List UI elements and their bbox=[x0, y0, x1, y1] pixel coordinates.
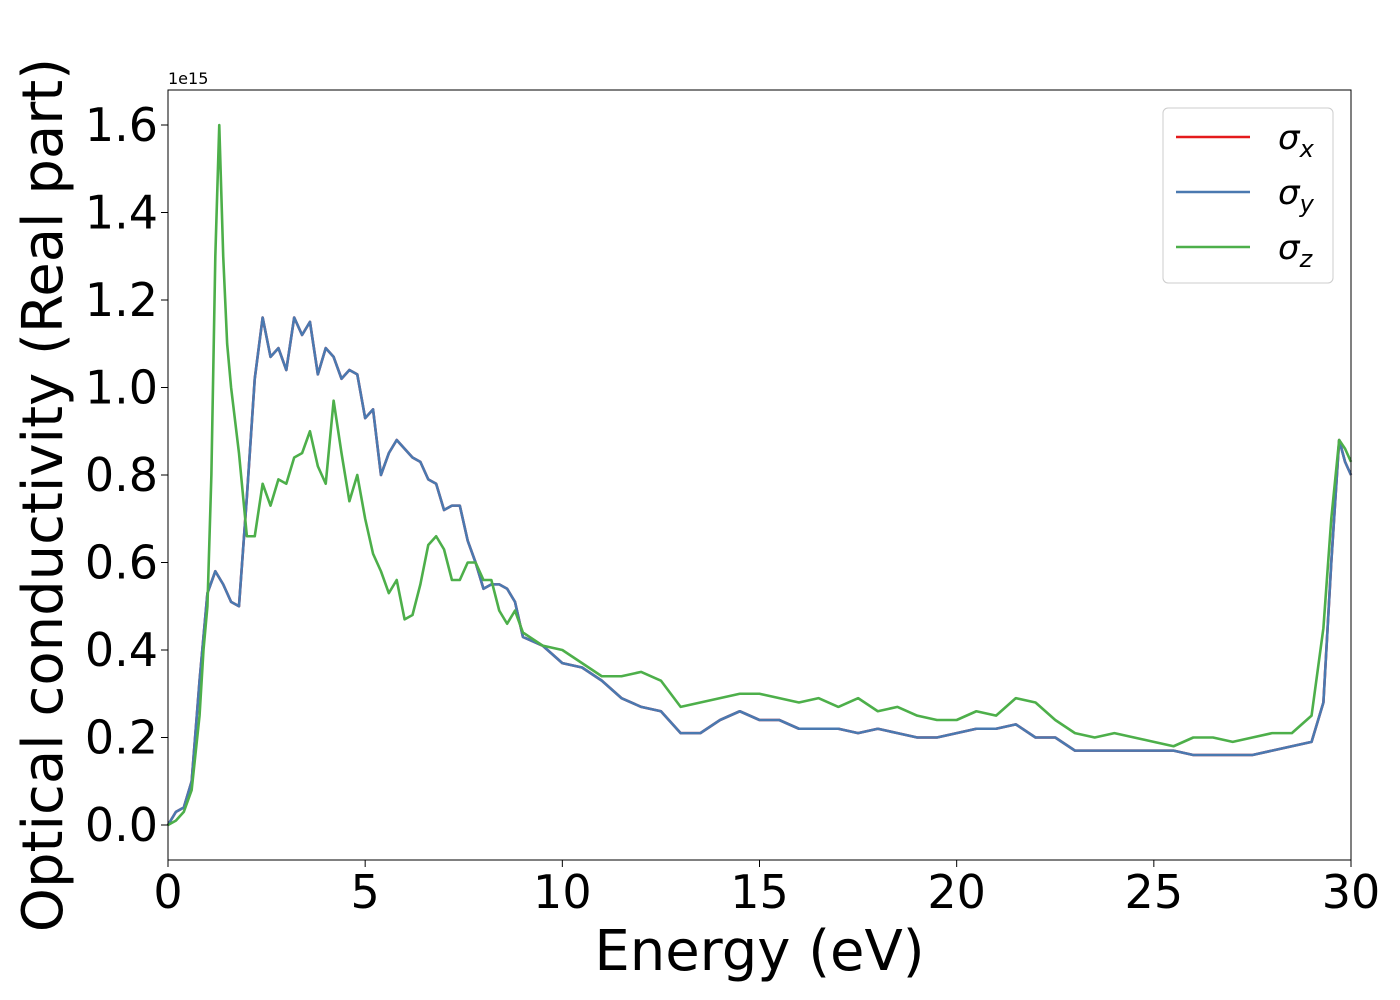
x-tick-label: 10 bbox=[533, 865, 592, 919]
y-tick-label: 0.8 bbox=[85, 448, 158, 502]
series-line-z bbox=[167, 123, 1353, 827]
y-tick-label: 1.4 bbox=[85, 186, 158, 240]
x-axis: 0 5 10 15 20 25 30 bbox=[153, 860, 1380, 919]
series-line-y bbox=[166, 316, 1353, 826]
x-axis-label: Energy (eV) bbox=[594, 919, 924, 984]
y-offset-label: 1e15 bbox=[168, 69, 208, 88]
y-tick-label: 1.0 bbox=[85, 361, 158, 415]
y-tick-label: 0.0 bbox=[85, 798, 158, 852]
x-tick-label: 15 bbox=[730, 865, 789, 919]
x-tick-label: 5 bbox=[351, 865, 380, 919]
y-tick-label: 1.2 bbox=[85, 273, 158, 327]
plot-lines bbox=[166, 123, 1353, 827]
y-tick-label: 0.2 bbox=[85, 711, 158, 765]
y-tick-label: 0.4 bbox=[85, 623, 158, 677]
legend-box bbox=[1162, 107, 1334, 284]
y-tick-label: 0.6 bbox=[85, 536, 158, 590]
plot-frame bbox=[167, 89, 1352, 861]
x-tick-label: 0 bbox=[153, 865, 182, 919]
x-tick-label: 30 bbox=[1322, 865, 1381, 919]
y-tick-label: 1.6 bbox=[85, 98, 158, 152]
series-line-x bbox=[166, 316, 1353, 826]
x-tick-label: 20 bbox=[927, 865, 986, 919]
y-axis-label: Optical conductivity (Real part) bbox=[11, 58, 76, 932]
x-tick-label: 25 bbox=[1125, 865, 1184, 919]
y-axis: 0.0 0.2 0.4 0.6 0.8 1.0 1.2 1.4 1.6 bbox=[85, 98, 168, 852]
